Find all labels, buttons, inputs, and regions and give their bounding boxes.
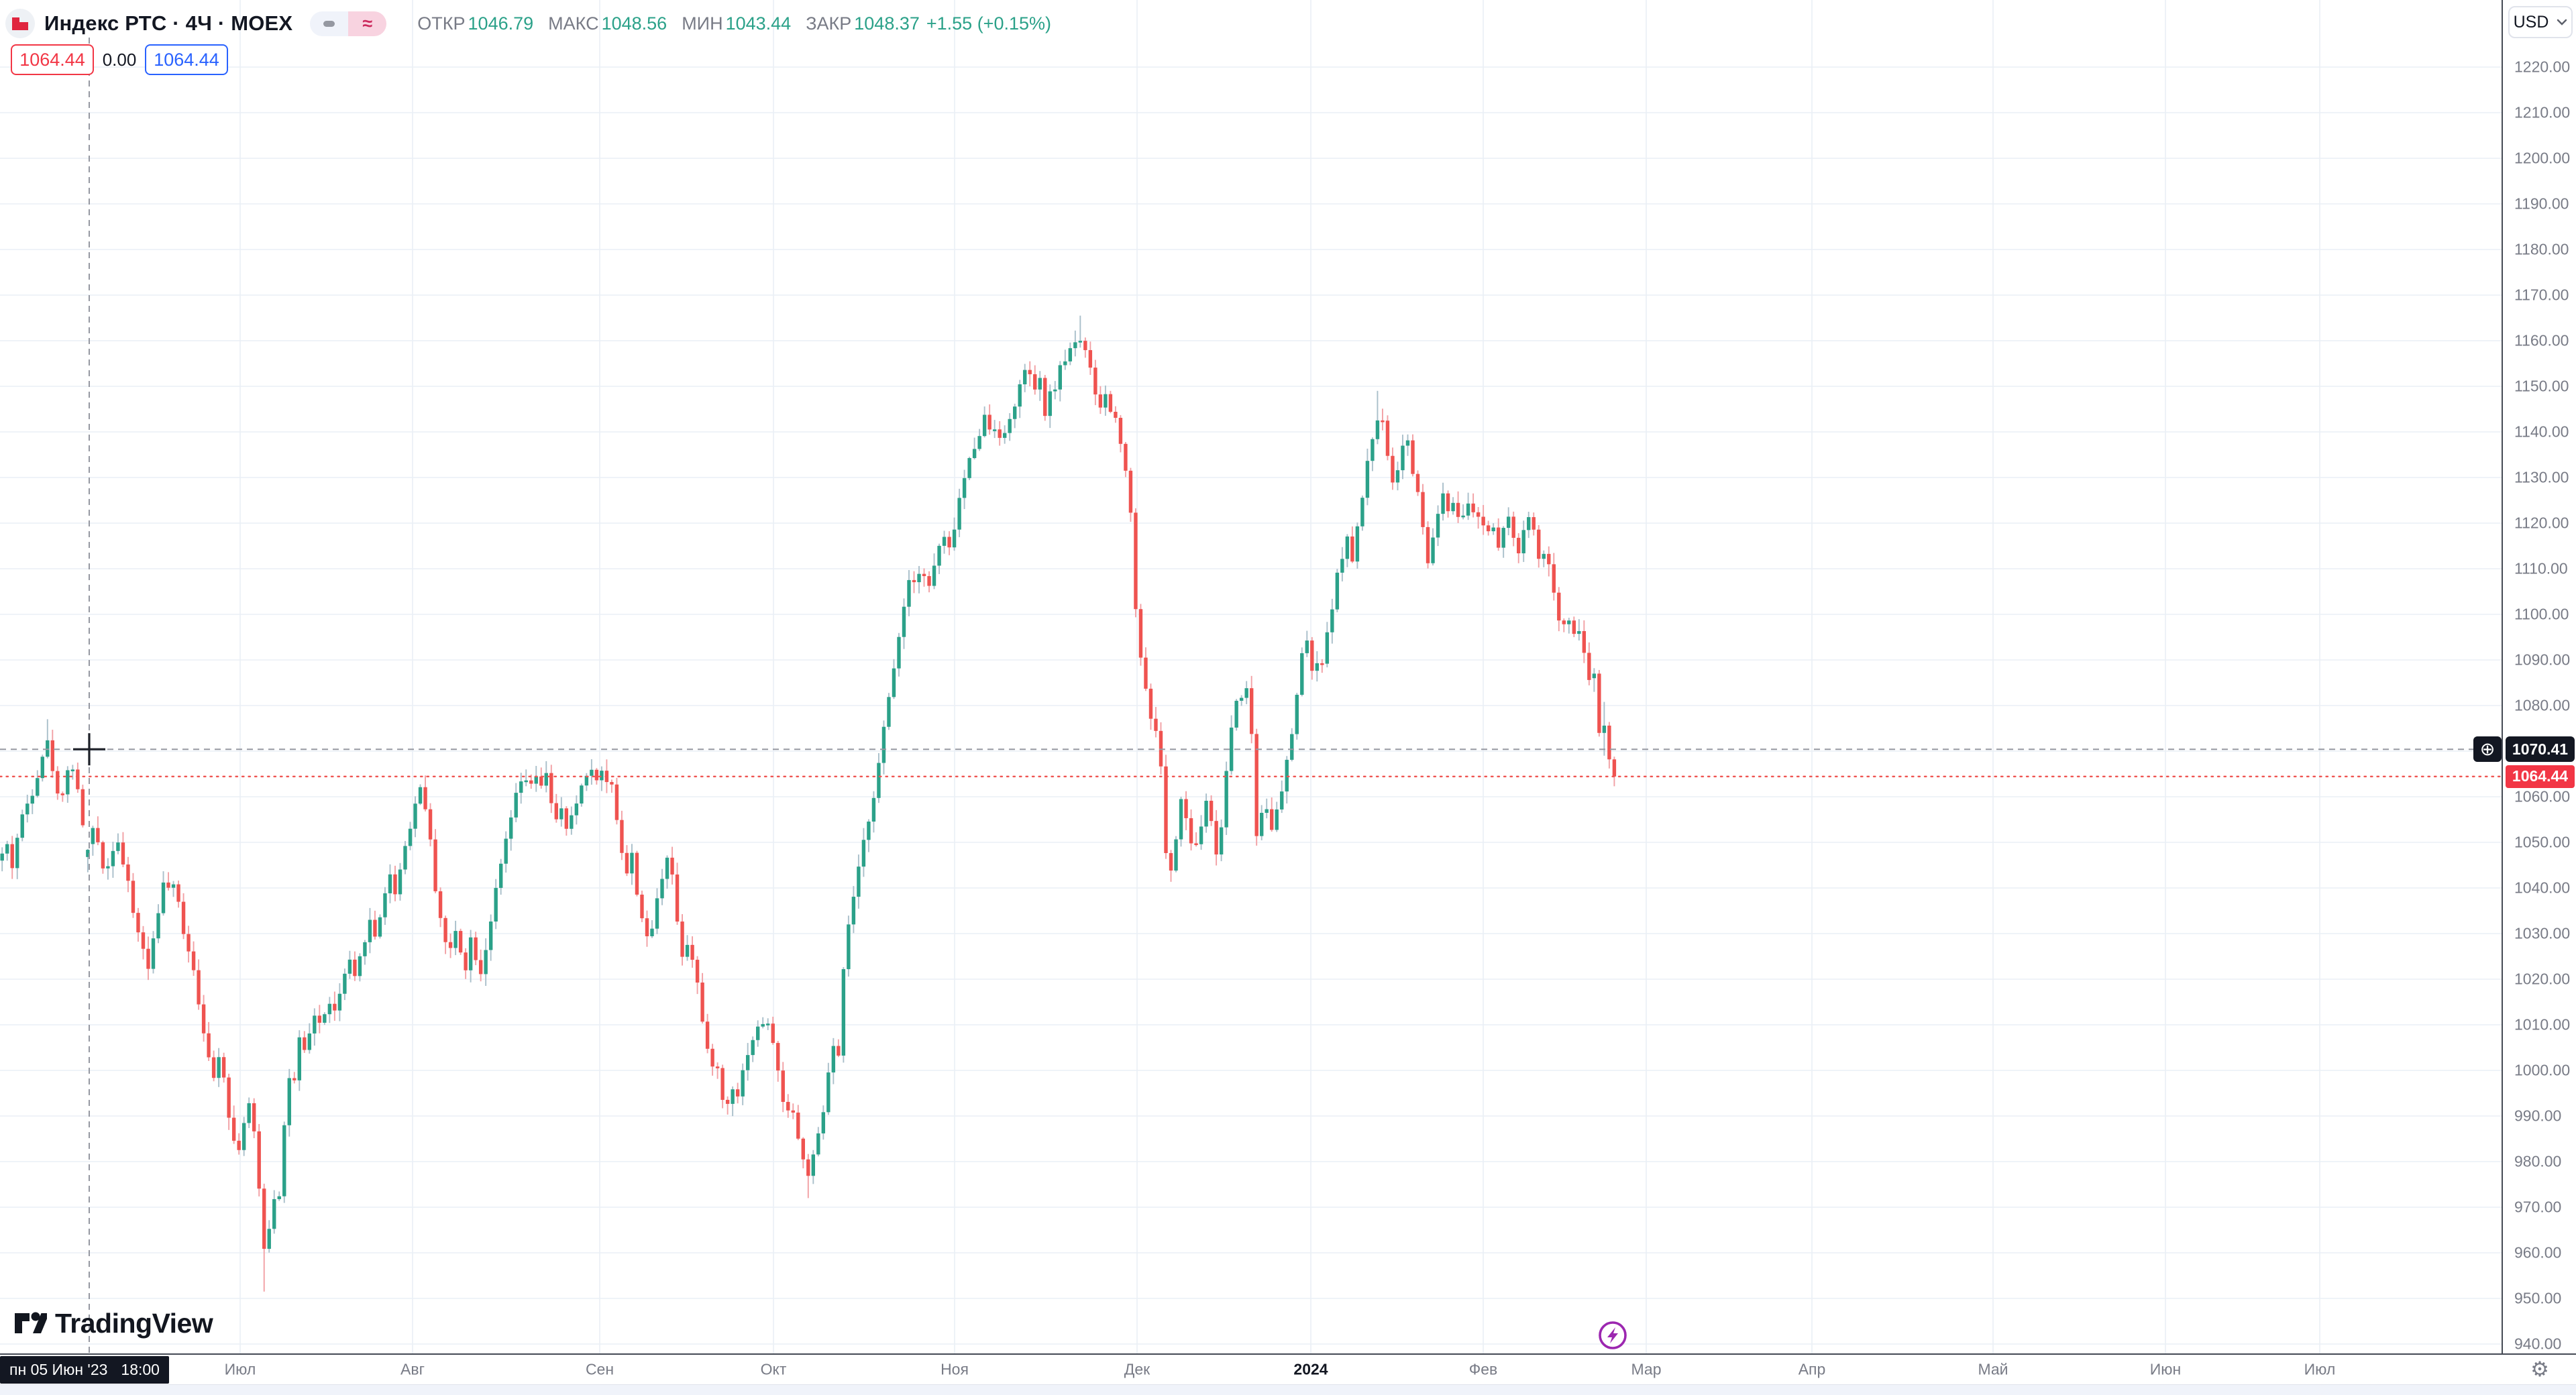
time-tick-label: Мар bbox=[1631, 1360, 1662, 1378]
close-label: ЗАКР bbox=[806, 13, 852, 34]
low-value: 1043.44 bbox=[725, 13, 792, 34]
price-tick-label: 1190.00 bbox=[2514, 194, 2569, 213]
price-tick-label: 1180.00 bbox=[2514, 240, 2569, 258]
symbol-title[interactable]: Индекс РТС · 4Ч · MOEX bbox=[44, 11, 293, 35]
price-tick-label: 1100.00 bbox=[2514, 605, 2569, 623]
time-tick-label: Окт bbox=[760, 1360, 787, 1378]
gear-icon[interactable]: ⚙ bbox=[2530, 1357, 2549, 1381]
time-tick-label: Авг bbox=[400, 1360, 425, 1378]
price-tick-label: 950.00 bbox=[2514, 1289, 2562, 1307]
open-label: ОТКР bbox=[417, 13, 466, 34]
price-tick-label: 1200.00 bbox=[2514, 149, 2571, 167]
add-alert-plus-icon[interactable]: ⊕ bbox=[2473, 736, 2502, 763]
open-value: 1046.79 bbox=[468, 13, 534, 34]
price-tick-label: 1170.00 bbox=[2514, 286, 2569, 304]
high-label: МАКС bbox=[548, 13, 599, 34]
market-status-capsule[interactable]: ≈ bbox=[310, 11, 387, 36]
spread-value: 0.00 bbox=[102, 49, 137, 70]
time-tick-label: Июл bbox=[224, 1360, 256, 1378]
price-tick-label: 960.00 bbox=[2514, 1243, 2562, 1262]
time-tick-label: Ноя bbox=[941, 1360, 969, 1378]
close-value: 1048.37 bbox=[854, 13, 920, 34]
price-tick-label: 990.00 bbox=[2514, 1107, 2562, 1125]
price-tick-label: 1050.00 bbox=[2514, 833, 2571, 851]
price-tick-label: 1020.00 bbox=[2514, 970, 2571, 988]
price-tick-label: 1030.00 bbox=[2514, 924, 2571, 942]
red-flag-icon bbox=[12, 17, 28, 30]
price-tick-label: 970.00 bbox=[2514, 1198, 2562, 1216]
time-tick-label: Июл bbox=[2304, 1360, 2336, 1378]
price-tick-label: 980.00 bbox=[2514, 1152, 2562, 1170]
currency-dropdown[interactable]: USD bbox=[2508, 6, 2573, 38]
low-label: МИН bbox=[682, 13, 723, 34]
high-value: 1048.56 bbox=[601, 13, 667, 34]
buy-price-button[interactable]: 1064.44 bbox=[145, 44, 228, 75]
symbol-logo[interactable] bbox=[5, 9, 35, 38]
approx-data-icon: ≈ bbox=[348, 11, 387, 36]
price-tick-label: 1160.00 bbox=[2514, 331, 2569, 349]
time-tick-label: Дек bbox=[1124, 1360, 1150, 1378]
price-tick-label: 1140.00 bbox=[2514, 423, 2569, 441]
price-tick-label: 1060.00 bbox=[2514, 787, 2571, 805]
price-tick-label: 940.00 bbox=[2514, 1335, 2562, 1353]
time-tick-label: Сен bbox=[585, 1360, 614, 1378]
price-tick-label: 1010.00 bbox=[2514, 1015, 2571, 1034]
time-axis[interactable]: Июл Авг Сен Окт Ноя Дек 2024 Фев Мар Апр Май Июн Июл… bbox=[0, 1353, 2576, 1384]
ohlc-readout: ОТКР 1046.79 МАКС 1048.56 МИН 1043.44 ЗА… bbox=[417, 13, 1051, 34]
time-tick-label: Май bbox=[1978, 1360, 2008, 1378]
time-tick-label: Июн bbox=[2149, 1360, 2182, 1378]
price-tick-label: 1090.00 bbox=[2514, 651, 2571, 669]
price-axis[interactable]: USD ⊕ 1070.41 1064.44 940.00 950.00 960.00… bbox=[2473, 0, 2576, 1384]
symbol-header: Индекс РТС · 4Ч · MOEX ≈ ОТКР 1046.79 МА… bbox=[5, 7, 1051, 40]
price-tick-label: 1120.00 bbox=[2514, 514, 2569, 532]
currency-label: USD bbox=[2513, 12, 2549, 32]
time-tick-label: Апр bbox=[1798, 1360, 1826, 1378]
crosshair-price-badge: 1070.41 bbox=[2506, 736, 2575, 763]
price-tick-label: 1130.00 bbox=[2514, 468, 2569, 486]
chevron-down-icon bbox=[2557, 19, 2567, 25]
chart-canvas[interactable] bbox=[0, 0, 2502, 1353]
price-tick-label: 1210.00 bbox=[2514, 103, 2571, 121]
price-tick-label: 1080.00 bbox=[2514, 696, 2571, 714]
crosshair-time: 18:00 bbox=[121, 1361, 160, 1378]
time-tick-label: Фев bbox=[1468, 1360, 1498, 1378]
price-tick-label: 1110.00 bbox=[2514, 559, 2568, 577]
sell-price-button[interactable]: 1064.44 bbox=[11, 44, 94, 75]
tradingview-logo[interactable]: TradingView bbox=[13, 1306, 213, 1340]
time-tick-year-label: 2024 bbox=[1293, 1360, 1328, 1378]
last-price-badge: 1064.44 bbox=[2506, 765, 2575, 788]
tradingview-logo-text: TradingView bbox=[55, 1307, 213, 1339]
tradingview-logo-icon bbox=[15, 1312, 47, 1333]
crosshair-date: пн 05 Июн '23 bbox=[9, 1361, 108, 1378]
crosshair-date-badge: пн 05 Июн '23 18:00 bbox=[0, 1356, 169, 1384]
price-tick-label: 1150.00 bbox=[2514, 377, 2569, 395]
price-tick-label: 1000.00 bbox=[2514, 1061, 2571, 1079]
change-value: +1.55 (+0.15%) bbox=[926, 13, 1052, 34]
trade-panel: 1064.44 0.00 1064.44 bbox=[11, 44, 228, 75]
scrollbar-strip bbox=[0, 1384, 2576, 1395]
market-closed-icon bbox=[310, 11, 349, 36]
price-tick-label: 1040.00 bbox=[2514, 879, 2571, 897]
price-tick-label: 1220.00 bbox=[2514, 58, 2571, 76]
